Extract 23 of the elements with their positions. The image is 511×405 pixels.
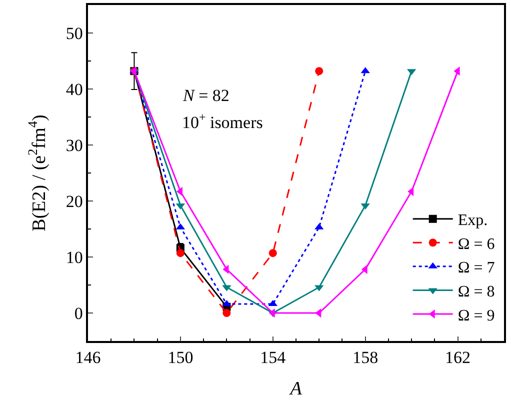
y-tick-label: 10 bbox=[66, 248, 83, 267]
y-tick-label: 0 bbox=[74, 304, 83, 323]
point bbox=[315, 67, 324, 76]
annotation: 10$^{+}$ isomers bbox=[182, 110, 263, 132]
legend-label: Ω = 9 bbox=[458, 307, 495, 324]
point bbox=[176, 249, 184, 258]
y-tick-label: 20 bbox=[66, 192, 83, 211]
y-tick-label: 30 bbox=[66, 136, 83, 155]
legend-label: Ω = 6 bbox=[458, 236, 495, 253]
legend-label: Exp. bbox=[458, 212, 488, 230]
annotation: N = 82 bbox=[182, 86, 230, 105]
x-tick-label: 158 bbox=[352, 348, 378, 368]
y-tick-label: 40 bbox=[66, 80, 83, 99]
legend-label: Ω = 8 bbox=[458, 283, 495, 300]
point bbox=[222, 309, 231, 317]
x-tick-label: 154 bbox=[260, 348, 286, 368]
point bbox=[268, 249, 277, 258]
x-axis-title: A bbox=[288, 378, 302, 400]
y-tick-label: 50 bbox=[66, 24, 83, 43]
legend-label: Ω = 7 bbox=[458, 260, 495, 277]
x-tick-label: 162 bbox=[445, 348, 471, 368]
x-tick-label: 150 bbox=[168, 348, 194, 368]
x-tick-label: 146 bbox=[75, 348, 101, 368]
